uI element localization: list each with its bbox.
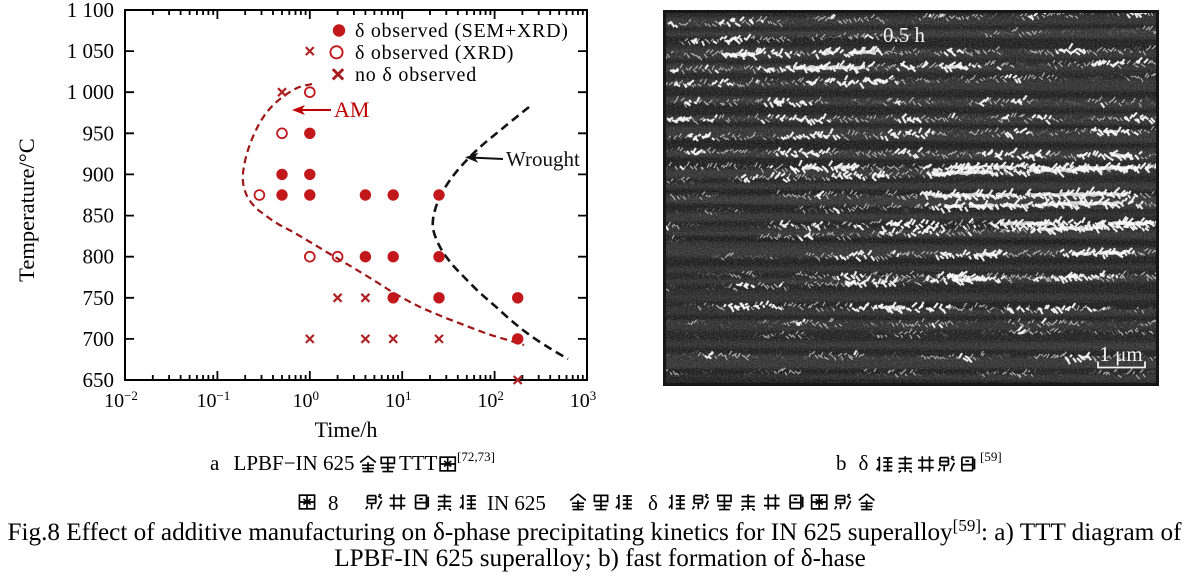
- svg-text:Temperature/°C: Temperature/°C: [14, 138, 39, 282]
- svg-text:δ observed (SEM+XRD): δ observed (SEM+XRD): [355, 20, 569, 42]
- svg-text:δ: δ: [859, 451, 869, 475]
- svg-text:650: 650: [83, 368, 115, 392]
- svg-text:1 100: 1 100: [67, 0, 114, 22]
- svg-text:IN 625: IN 625: [487, 491, 546, 515]
- svg-text:AM: AM: [334, 97, 369, 122]
- svg-text:δ: δ: [648, 491, 658, 515]
- svg-text:1 μm: 1 μm: [1099, 342, 1142, 366]
- svg-text:no δ observed: no δ observed: [355, 64, 477, 86]
- svg-text:LPBF-IN 625 superalloy; b) fas: LPBF-IN 625 superalloy; b) fast formatio…: [334, 545, 866, 572]
- svg-text:850: 850: [83, 204, 115, 228]
- svg-text:1 050: 1 050: [67, 39, 114, 63]
- svg-text:[59]: [59]: [980, 449, 1002, 464]
- svg-text:Fig.8 Effect of additive manuf: Fig.8 Effect of additive manufacturing o…: [7, 516, 1182, 546]
- svg-text:LPBF−IN 625: LPBF−IN 625: [234, 451, 355, 475]
- svg-text:900: 900: [83, 162, 115, 186]
- svg-text:b: b: [836, 451, 847, 475]
- svg-text:800: 800: [83, 245, 115, 269]
- svg-text:10−2: 10−2: [104, 388, 138, 412]
- svg-text:[72,73]: [72,73]: [457, 449, 495, 464]
- svg-text:TTT: TTT: [399, 451, 438, 475]
- svg-text:950: 950: [83, 121, 115, 145]
- svg-text:700: 700: [83, 327, 115, 351]
- svg-text:Wrought: Wrought: [506, 147, 580, 171]
- svg-text:Time/h: Time/h: [315, 417, 378, 442]
- svg-text:750: 750: [83, 286, 115, 310]
- svg-text:0.5 h: 0.5 h: [883, 23, 926, 47]
- svg-text:δ observed (XRD): δ observed (XRD): [355, 42, 514, 64]
- svg-text:8: 8: [328, 491, 339, 515]
- svg-text:a: a: [210, 451, 220, 475]
- svg-text:1 000: 1 000: [67, 80, 114, 104]
